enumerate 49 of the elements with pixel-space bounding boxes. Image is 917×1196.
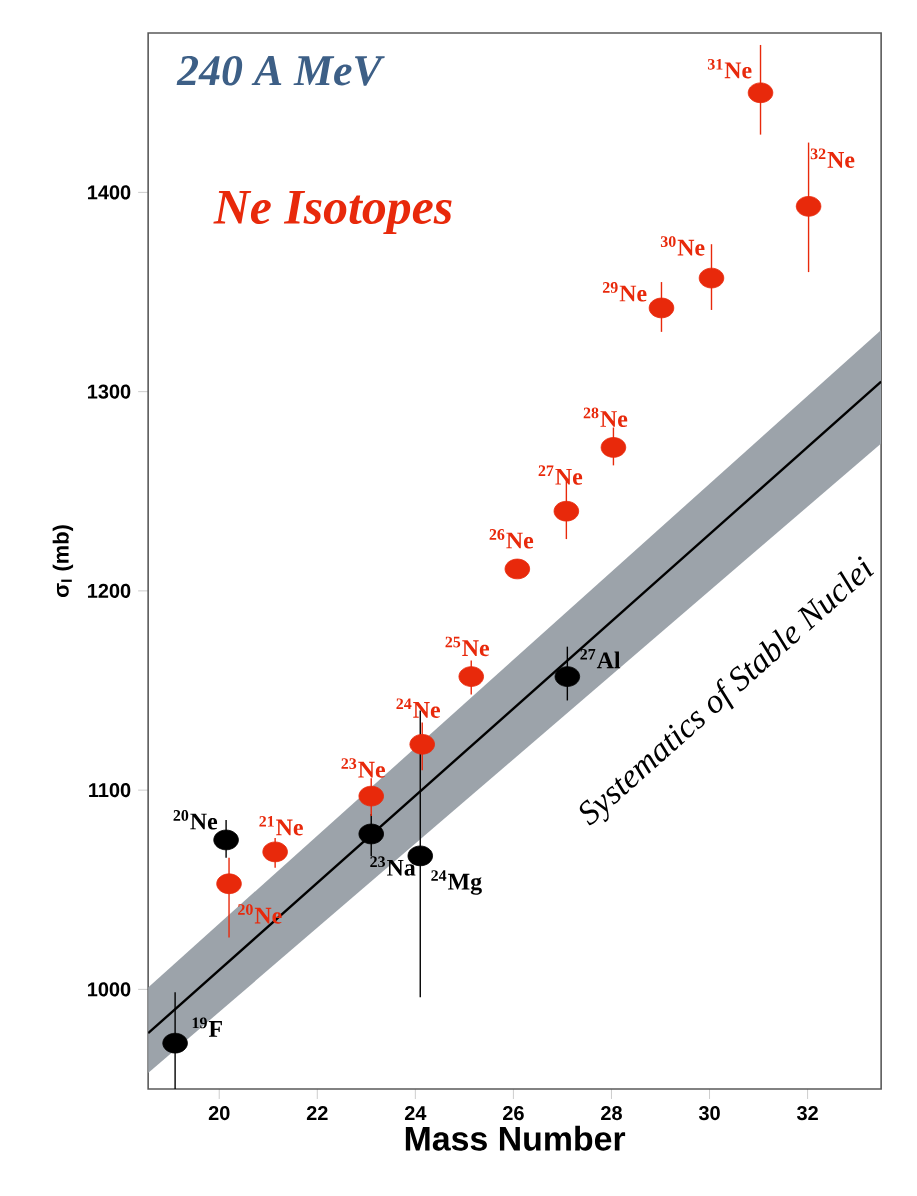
- point: [600, 437, 627, 458]
- annotation: $^{25}$Ne: [445, 636, 489, 657]
- point: [162, 1032, 188, 1054]
- y-axis-title: σ$_{I}$ (mb): [52, 525, 74, 598]
- annotation: $^{31}$Ne: [707, 58, 752, 79]
- y-tick-label: 1400: [87, 185, 131, 200]
- point: [795, 196, 822, 217]
- annotation: $^{23}$Na: [370, 856, 416, 876]
- point: [648, 297, 675, 319]
- point: [262, 841, 288, 863]
- x-tick-label: 32: [796, 1106, 818, 1121]
- annotation: $^{28}$Ne: [583, 407, 628, 428]
- point: [698, 267, 725, 289]
- annotation: $^{21}$Ne: [259, 816, 303, 836]
- x-tick-label: 28: [601, 1106, 622, 1121]
- point: [213, 829, 239, 851]
- chart-title: 240 A MeV: [176, 55, 385, 86]
- point: [458, 666, 484, 687]
- point: [554, 666, 580, 687]
- annotation: $^{26}$Ne: [489, 529, 534, 549]
- point: [553, 500, 580, 522]
- y-tick-label: 1100: [89, 783, 131, 798]
- point: [358, 785, 384, 807]
- annotation: $^{20}$Ne: [173, 810, 218, 830]
- annotation: $^{30}$Ne: [660, 236, 705, 256]
- annotation: $^{23}$Ne: [341, 758, 385, 778]
- x-tick-label: 26: [502, 1106, 524, 1121]
- x-tick-label: 24: [404, 1106, 427, 1120]
- x-tick-label: 30: [698, 1106, 720, 1121]
- x-tick-label: 20: [208, 1106, 230, 1121]
- y-tick-label: 1300: [87, 384, 131, 399]
- point: [747, 82, 774, 104]
- point: [216, 873, 242, 895]
- annotation: $^{27}$Ne: [538, 465, 583, 485]
- x-tick-label: 22: [306, 1106, 328, 1120]
- y-tick-label: 1200: [87, 583, 131, 598]
- annotation: $^{29}$Ne: [602, 282, 647, 302]
- annotation: $^{19}$F: [192, 1017, 222, 1037]
- annotation: $^{24}$Mg: [431, 870, 482, 895]
- annotation: $^{32}$Ne: [810, 148, 855, 168]
- text: Ne Isotopes: [213, 190, 452, 235]
- annotation: $^{20}$Ne: [238, 904, 282, 924]
- point: [409, 734, 435, 755]
- annotation: $^{27}$Al: [580, 648, 621, 669]
- y-tick-label: 1000: [87, 982, 131, 997]
- annotation: $^{24}$Ne: [396, 698, 440, 718]
- point: [358, 823, 384, 845]
- point: [504, 558, 530, 580]
- x-axis-title: Mass Number: [405, 1125, 626, 1151]
